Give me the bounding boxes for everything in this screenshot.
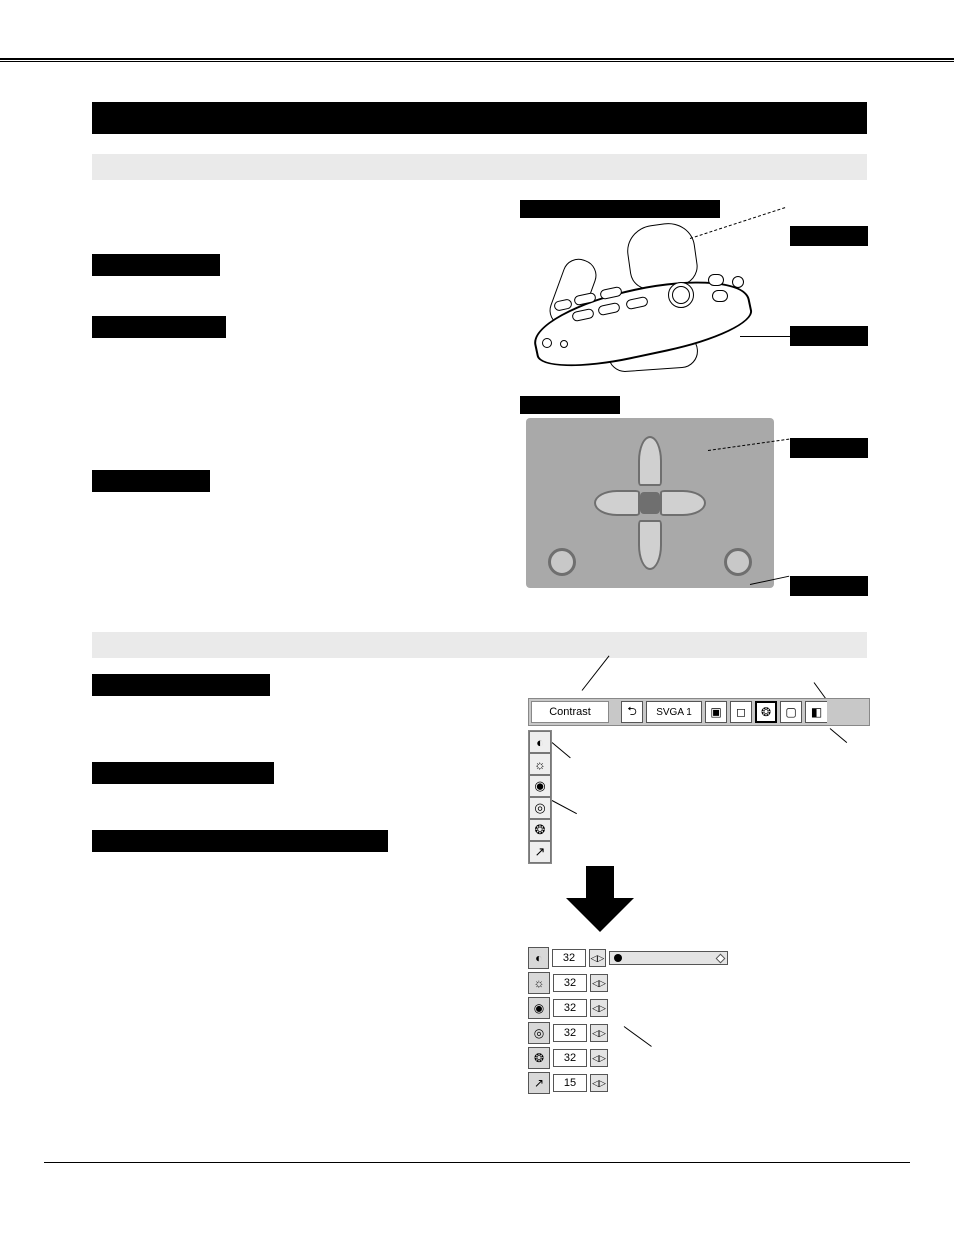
contrast-icon[interactable]: ◐ <box>529 731 551 753</box>
panel-button-right[interactable] <box>724 548 752 576</box>
section-bar-1 <box>92 154 867 180</box>
spinner-icon[interactable]: ◁▷ <box>589 949 607 967</box>
left-label-6 <box>92 830 388 852</box>
color-icon[interactable]: ◉ <box>529 775 551 797</box>
left-label-2 <box>92 316 226 338</box>
gamma-icon[interactable]: ↗ <box>529 841 551 863</box>
pointer-line-3 <box>552 742 571 758</box>
table-row: ☼ 32 ◁▷ <box>528 971 728 995</box>
left-label-4 <box>92 674 270 696</box>
slider[interactable] <box>609 951 728 965</box>
source-label[interactable]: SVGA 1 <box>646 701 702 723</box>
brightness-icon: ☼ <box>528 972 550 994</box>
right-label-1 <box>790 226 868 246</box>
spinner-icon[interactable]: ◁▷ <box>590 1049 608 1067</box>
world-icon[interactable]: ❂ <box>755 701 777 723</box>
left-label-3 <box>92 470 210 492</box>
tint-icon[interactable]: ◎ <box>529 797 551 819</box>
screen1-icon[interactable]: ▣ <box>705 701 727 723</box>
table-row: ◎ 32 ◁▷ <box>528 1021 728 1045</box>
remote-illustration <box>518 218 786 384</box>
table-row: ↗ 15 ◁▷ <box>528 1071 728 1095</box>
mainunit-caption <box>520 396 620 414</box>
dpad-up[interactable] <box>638 436 662 486</box>
color-icon: ◉ <box>528 997 550 1019</box>
brightness-icon[interactable]: ☼ <box>529 753 551 775</box>
controls-table: ◐ 32 ◁▷ ☼ 32 ◁▷ ◉ 32 ◁▷ ◎ 32 ◁▷ ❂ 32 ◁▷ … <box>528 946 728 1095</box>
gamma-icon: ↗ <box>528 1072 550 1094</box>
remote-caption <box>520 200 720 218</box>
down-arrow-icon <box>566 866 634 934</box>
table-row: ❂ 32 ◁▷ <box>528 1046 728 1070</box>
sharpness-icon[interactable]: ❂ <box>529 819 551 841</box>
menu-toolbar: Contrast ⮌ SVGA 1 ▣ ◻ ❂ ▢ ◧ <box>528 698 870 726</box>
value-box[interactable]: 32 <box>553 999 587 1017</box>
pointer-line-1 <box>582 656 610 691</box>
spinner-icon[interactable]: ◁▷ <box>590 999 608 1017</box>
value-box[interactable]: 15 <box>553 1074 587 1092</box>
page-title-bar <box>92 102 867 134</box>
back-icon[interactable]: ⮌ <box>621 701 643 723</box>
dpad-center <box>640 492 660 514</box>
top-rule <box>0 58 954 62</box>
screen4-icon[interactable]: ◧ <box>805 701 827 723</box>
table-row: ◐ 32 ◁▷ <box>528 946 728 970</box>
right-label-4 <box>790 576 868 596</box>
contrast-button[interactable]: Contrast <box>531 701 609 723</box>
spinner-icon[interactable]: ◁▷ <box>590 1024 608 1042</box>
screen3-icon[interactable]: ▢ <box>780 701 802 723</box>
side-icon-bar: ◐ ☼ ◉ ◎ ❂ ↗ <box>528 730 552 864</box>
panel-button-left[interactable] <box>548 548 576 576</box>
value-box[interactable]: 32 <box>552 949 585 967</box>
spinner-icon[interactable]: ◁▷ <box>590 1074 608 1092</box>
pointer-line-2b <box>830 728 847 743</box>
screen2-icon[interactable]: ◻ <box>730 701 752 723</box>
value-box[interactable]: 32 <box>553 1049 587 1067</box>
dpad-panel <box>526 418 774 588</box>
value-box[interactable]: 32 <box>553 974 587 992</box>
left-label-5 <box>92 762 274 784</box>
left-label-1 <box>92 254 220 276</box>
right-label-3 <box>790 438 868 458</box>
value-box[interactable]: 32 <box>553 1024 587 1042</box>
pointer-line-4 <box>552 800 577 814</box>
dpad-right[interactable] <box>660 490 706 516</box>
dpad-left[interactable] <box>594 490 640 516</box>
bottom-rule <box>44 1162 910 1163</box>
spinner-icon[interactable]: ◁▷ <box>590 974 608 992</box>
section-bar-2 <box>92 632 867 658</box>
right-label-2 <box>790 326 868 346</box>
tint-icon: ◎ <box>528 1022 550 1044</box>
contrast-icon: ◐ <box>528 947 549 969</box>
sharpness-icon: ❂ <box>528 1047 550 1069</box>
callout-line-2 <box>740 336 790 337</box>
dpad-down[interactable] <box>638 520 662 570</box>
table-row: ◉ 32 ◁▷ <box>528 996 728 1020</box>
